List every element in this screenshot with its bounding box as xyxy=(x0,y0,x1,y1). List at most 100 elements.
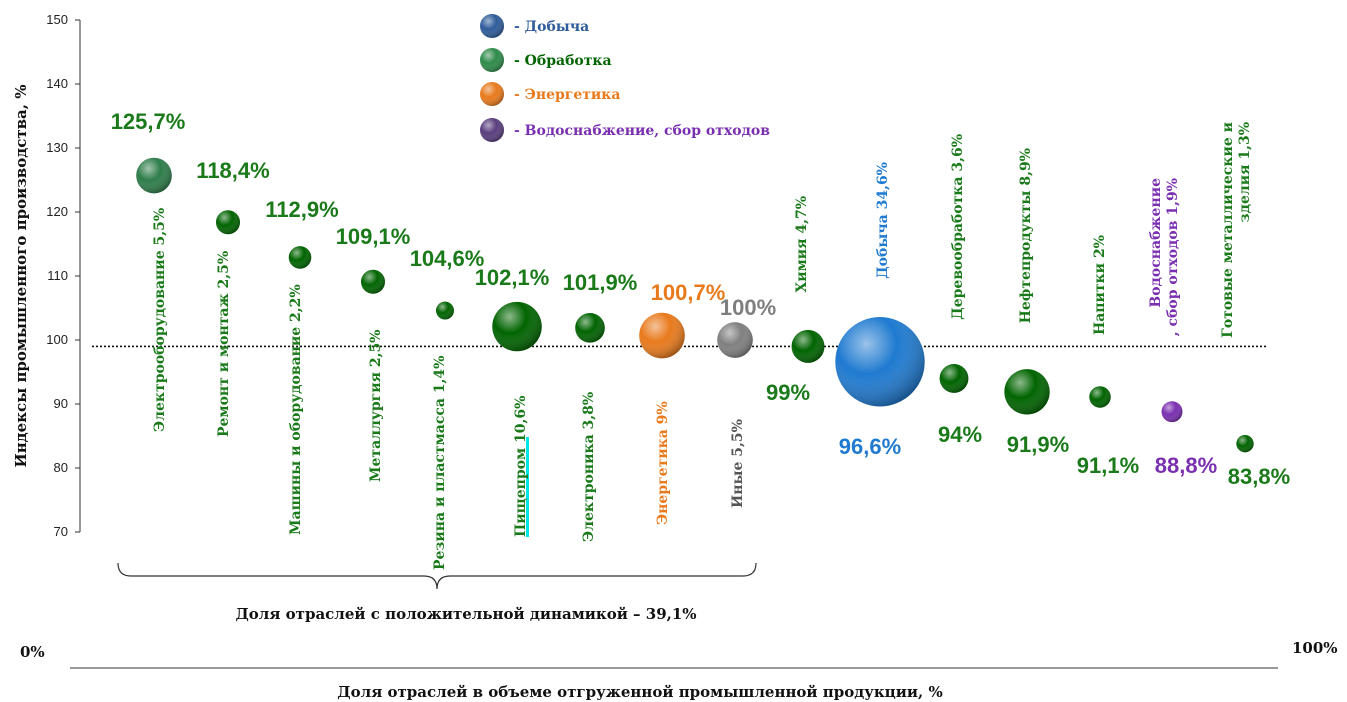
category-label-text: Добыча 34,6% xyxy=(875,162,891,279)
legend-marker-shine xyxy=(480,118,504,142)
category-label-text: Напитки 2% xyxy=(1092,235,1108,335)
y-tick-label: 100 xyxy=(46,332,68,347)
bubble-shine xyxy=(1236,435,1254,453)
value-label: 125,7% xyxy=(111,109,186,134)
bubble-shine xyxy=(835,317,925,407)
bubble-shine xyxy=(136,157,172,194)
x-axis: 0% 100% Доля отраслей в объеме отгруженн… xyxy=(20,639,1338,701)
category-labels: Электрооборудование 5,5% Ремонт и монтаж … xyxy=(152,122,1253,570)
value-label: 104,6% xyxy=(410,246,485,271)
category-label-text: Электроника 3,8% xyxy=(581,392,597,542)
bubble xyxy=(717,322,753,358)
bubble-shine xyxy=(1089,386,1111,408)
bubble xyxy=(136,157,172,194)
bubble-shine xyxy=(492,301,542,352)
legend-marker-shine xyxy=(480,14,504,38)
y-axis: 70 80 90 100 110 120 130 140 150 Индексы промышл… xyxy=(12,12,81,539)
bubble xyxy=(1004,369,1050,415)
value-label: 100% xyxy=(720,295,776,320)
bracket-label: Доля отраслей с положительной динамикой … xyxy=(235,605,696,623)
category-label: Электроника 3,8% xyxy=(581,392,597,542)
category-label: Готовые металлические изделия 1,3% xyxy=(1220,122,1253,338)
category-label-text: Машины и оборудование 2,2% xyxy=(288,284,304,535)
legend-item: - Добыча xyxy=(480,14,589,38)
category-label-text: Резина и пластмасса 1,4% xyxy=(432,356,448,570)
category-label: Добыча 34,6% xyxy=(875,162,891,279)
bubble-shine xyxy=(1161,401,1183,423)
value-label: 99% xyxy=(766,380,810,405)
category-label-text: Электрооборудование 5,5% xyxy=(152,208,168,432)
value-label: 96,6% xyxy=(839,434,901,459)
bubble xyxy=(360,269,386,294)
value-label: 102,1% xyxy=(475,265,550,290)
y-axis-label: Индексы промышленного производства, % xyxy=(12,85,30,468)
x-end-label: 100% xyxy=(1292,639,1338,657)
category-label: Нефтепродукты 8,9% xyxy=(1018,148,1034,323)
bubble xyxy=(791,329,825,363)
bubble xyxy=(215,210,241,235)
y-tick-label: 150 xyxy=(46,12,68,27)
y-tick-label: 120 xyxy=(46,204,68,219)
category-label: Деревообработка 3,6% xyxy=(950,134,966,320)
y-tick-label: 130 xyxy=(46,140,68,155)
value-label: 112,9% xyxy=(265,197,338,222)
category-label: Химия 4,7% xyxy=(794,196,810,293)
category-label: Напитки 2% xyxy=(1092,235,1108,335)
value-label: 101,9% xyxy=(563,270,638,295)
value-label: 118,4% xyxy=(196,158,269,183)
bubble xyxy=(1089,386,1111,408)
legend-label: - Энергетика xyxy=(514,87,621,103)
bubble-shine xyxy=(1004,369,1050,415)
category-label-text: Химия 4,7% xyxy=(794,196,810,293)
category-label-text: Готовые металлические изделия 1,3% xyxy=(1220,122,1253,338)
value-label: 100,7% xyxy=(651,280,726,305)
category-label-text: Деревообработка 3,6% xyxy=(950,134,966,320)
category-label: Водоснабжение, сбор отходов 1,9% xyxy=(1148,178,1181,336)
x-axis-label: Доля отраслей в объеме отгруженной промы… xyxy=(337,683,942,701)
category-label: Пищепром 10,6% xyxy=(513,396,529,537)
legend-item: - Обработка xyxy=(480,48,612,72)
bubble-shine xyxy=(717,322,753,358)
category-label: Иные 5,5% xyxy=(730,419,746,508)
y-tick-label: 90 xyxy=(54,396,68,411)
legend-marker-shine xyxy=(480,82,504,106)
bubble xyxy=(492,301,542,352)
legend-label: - Добыча xyxy=(514,19,589,35)
category-label: Электрооборудование 5,5% xyxy=(152,208,168,432)
bubble-shine xyxy=(360,269,386,294)
bubble xyxy=(1236,435,1254,453)
bubble xyxy=(939,363,969,393)
value-label: 91,9% xyxy=(1007,432,1069,457)
legend-label: - Обработка xyxy=(514,53,612,69)
category-label: Резина и пластмасса 1,4% xyxy=(432,356,448,570)
bubble-shine xyxy=(575,313,605,343)
bubble-shine xyxy=(791,329,825,363)
value-label: 83,8% xyxy=(1228,464,1290,489)
category-label-text: Энергетика 9% xyxy=(655,401,671,525)
bubble xyxy=(1161,401,1183,423)
category-label-text: Иные 5,5% xyxy=(730,419,746,508)
y-tick-label: 140 xyxy=(46,76,68,91)
category-label-text: Нефтепродукты 8,9% xyxy=(1018,148,1034,323)
bubble xyxy=(835,317,925,407)
y-tick-label: 70 xyxy=(54,524,68,539)
legend-marker-shine xyxy=(480,48,504,72)
bubble xyxy=(639,312,685,359)
y-tick-label: 80 xyxy=(54,460,68,475)
legend-item: - Энергетика xyxy=(480,82,621,106)
bubble-shine xyxy=(215,210,241,235)
category-label-text: Водоснабжение, сбор отходов 1,9% xyxy=(1148,178,1181,336)
category-label-text: Ремонт и монтаж 2,5% xyxy=(216,251,232,437)
bubble-shine xyxy=(939,363,969,393)
bubble xyxy=(575,313,605,343)
category-label: Металлургия 2,5% xyxy=(368,330,384,482)
highlight-mark xyxy=(526,437,529,537)
category-label-text: Металлургия 2,5% xyxy=(368,330,384,482)
category-label: Энергетика 9% xyxy=(655,401,671,525)
bubble-shine xyxy=(436,301,454,320)
value-label: 109,1% xyxy=(336,224,411,249)
bubble xyxy=(436,301,454,320)
legend: - Добыча - Обработка - Энергетика - Водосна… xyxy=(480,14,770,142)
x-start-label: 0% xyxy=(20,643,45,661)
